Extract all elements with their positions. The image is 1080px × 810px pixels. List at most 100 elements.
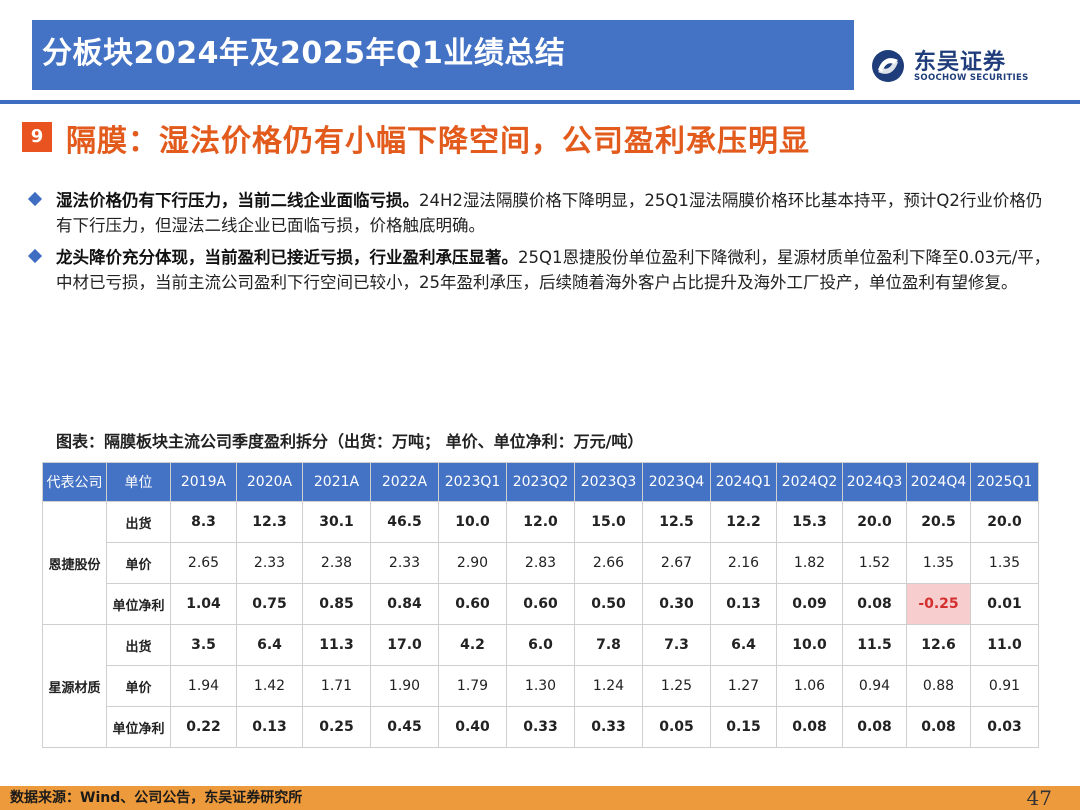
value-cell: 2.83 (506, 542, 575, 584)
value-cell: 2.66 (574, 542, 643, 584)
value-cell: 1.94 (170, 665, 237, 707)
value-cell: 0.94 (842, 665, 907, 707)
bullet-body: 25Q1恩捷股份单位盈利下降微利，星源材质单位盈利下降至0.03元/平，中材已亏… (56, 248, 1051, 292)
metric-label-cell: 单价 (106, 542, 171, 584)
value-cell: 10.0 (776, 624, 843, 666)
value-cell: 0.30 (642, 583, 711, 625)
column-header: 2021A (302, 462, 371, 502)
company-logo: 东吴证券 SOOCHOW SECURITIES (870, 44, 1040, 88)
table-row: 单价 1.94 1.42 1.71 1.90 1.79 1.30 1.24 1.25 1.27 1.… (43, 665, 1039, 707)
value-cell: 15.3 (776, 501, 843, 543)
value-cell: 30.1 (302, 501, 371, 543)
metric-label-cell: 单位净利 (106, 706, 171, 748)
value-cell: 7.8 (574, 624, 643, 666)
value-cell: 12.3 (236, 501, 303, 543)
value-cell: 2.16 (710, 542, 777, 584)
value-cell: 0.08 (842, 583, 907, 625)
value-cell: 0.25 (302, 706, 371, 748)
value-cell: 2.65 (170, 542, 237, 584)
column-header: 单位 (106, 462, 171, 502)
value-cell: 1.25 (642, 665, 711, 707)
bullet-text: 龙头降价充分体现，当前盈利已接近亏损，行业盈利承压显著。25Q1恩捷股份单位盈利… (56, 245, 1056, 295)
page-title: 分板块2024年及2025年Q1业绩总结 (42, 36, 566, 71)
header-bar: 分板块2024年及2025年Q1业绩总结 (32, 20, 854, 90)
value-cell: 0.33 (574, 706, 643, 748)
value-cell: 11.5 (842, 624, 907, 666)
value-cell: 0.03 (970, 706, 1039, 748)
column-header: 2025Q1 (970, 462, 1039, 502)
section-title: 隔膜：湿法价格仍有小幅下降空间，公司盈利承压明显 (66, 124, 810, 159)
value-cell: 12.0 (506, 501, 575, 543)
bullet-bold: 龙头降价充分体现，当前盈利已接近亏损，行业盈利承压显著。 (56, 248, 518, 267)
value-cell: 20.0 (970, 501, 1039, 543)
value-cell: 2.90 (438, 542, 507, 584)
data-source-note: 数据来源：Wind、公司公告，东吴证券研究所 (10, 790, 303, 806)
company-name-cell: 恩捷股份 (42, 501, 107, 625)
earnings-table: 代表公司 单位 2019A 2020A 2021A 2022A 2023Q1 2… (42, 462, 1039, 748)
value-cell: 12.2 (710, 501, 777, 543)
bullet-body: 24H2湿法隔膜价格下降明显，25Q1湿法隔膜价格环比基本持平，预计Q2行业价格… (56, 191, 1043, 235)
value-cell: 0.88 (906, 665, 971, 707)
column-header: 2019A (170, 462, 237, 502)
column-header: 代表公司 (42, 462, 107, 502)
value-cell: 0.84 (370, 583, 439, 625)
value-cell: 15.0 (574, 501, 643, 543)
table-row: 单价 2.65 2.33 2.38 2.33 2.90 2.83 2.66 2.67 2.16 1.… (43, 542, 1039, 584)
value-cell: 12.5 (642, 501, 711, 543)
value-cell: -0.25 (906, 583, 971, 625)
value-cell: 2.67 (642, 542, 711, 584)
value-cell: 1.79 (438, 665, 507, 707)
value-cell: 0.08 (906, 706, 971, 748)
header-divider (0, 100, 1080, 104)
value-cell: 0.50 (574, 583, 643, 625)
value-cell: 0.09 (776, 583, 843, 625)
value-cell: 0.60 (438, 583, 507, 625)
column-header: 2023Q4 (642, 462, 711, 502)
column-header: 2024Q2 (776, 462, 843, 502)
value-cell: 0.13 (236, 706, 303, 748)
column-header: 2024Q4 (906, 462, 971, 502)
column-header: 2023Q2 (506, 462, 575, 502)
metric-label-cell: 出货 (106, 624, 171, 666)
value-cell: 20.5 (906, 501, 971, 543)
section-number-badge: 9 (22, 122, 52, 152)
value-cell: 1.30 (506, 665, 575, 707)
table-body: 恩捷股份 出货 8.3 12.3 30.1 46.5 10.0 12.0 15.0 12.5 12.… (42, 501, 1039, 748)
bullet-bold: 湿法价格仍有下行压力，当前二线企业面临亏损。 (56, 191, 419, 210)
column-header: 2024Q1 (710, 462, 777, 502)
column-header: 2024Q3 (842, 462, 907, 502)
table-header-row: 代表公司 单位 2019A 2020A 2021A 2022A 2023Q1 2… (42, 462, 1039, 502)
value-cell: 0.85 (302, 583, 371, 625)
value-cell: 1.35 (906, 542, 971, 584)
value-cell: 1.90 (370, 665, 439, 707)
value-cell: 0.60 (506, 583, 575, 625)
value-cell: 0.45 (370, 706, 439, 748)
value-cell: 12.6 (906, 624, 971, 666)
value-cell: 46.5 (370, 501, 439, 543)
diamond-bullet-icon (27, 191, 43, 207)
value-cell: 17.0 (370, 624, 439, 666)
footer-bar: 数据来源：Wind、公司公告，东吴证券研究所 47 (0, 786, 1080, 810)
value-cell: 1.06 (776, 665, 843, 707)
value-cell: 20.0 (842, 501, 907, 543)
value-cell: 7.3 (642, 624, 711, 666)
metric-label-cell: 出货 (106, 501, 171, 543)
value-cell: 6.4 (710, 624, 777, 666)
page-number: 47 (1026, 786, 1052, 810)
metric-label-cell: 单价 (106, 665, 171, 707)
value-cell: 0.13 (710, 583, 777, 625)
table-row: 星源材质 出货 3.5 6.4 11.3 17.0 4.2 6.0 7.8 7.3 6.4 10.0 1… (42, 624, 1039, 748)
company-name-cell: 星源材质 (42, 624, 107, 748)
value-cell: 3.5 (170, 624, 237, 666)
value-cell: 1.04 (170, 583, 237, 625)
column-header: 2023Q1 (438, 462, 507, 502)
value-cell: 2.33 (370, 542, 439, 584)
column-header: 2020A (236, 462, 303, 502)
value-cell: 6.0 (506, 624, 575, 666)
value-cell: 1.42 (236, 665, 303, 707)
value-cell: 0.08 (776, 706, 843, 748)
column-header: 2023Q3 (574, 462, 643, 502)
value-cell: 0.91 (970, 665, 1039, 707)
bullet-text: 湿法价格仍有下行压力，当前二线企业面临亏损。24H2湿法隔膜价格下降明显，25Q… (56, 188, 1056, 238)
value-cell: 8.3 (170, 501, 237, 543)
